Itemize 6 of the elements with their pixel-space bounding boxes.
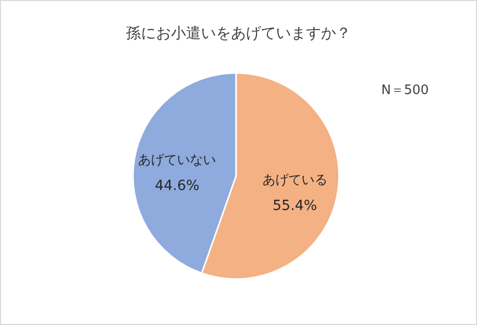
data-label: 55.4% <box>272 198 318 214</box>
slice-label: あげている <box>262 173 328 188</box>
slice-label: あげていない <box>138 152 216 168</box>
chart-title: 孫にお小遣いをあげていますか？ <box>126 24 351 42</box>
data-label: 44.6% <box>154 178 200 194</box>
text: N＝500 <box>381 83 429 98</box>
